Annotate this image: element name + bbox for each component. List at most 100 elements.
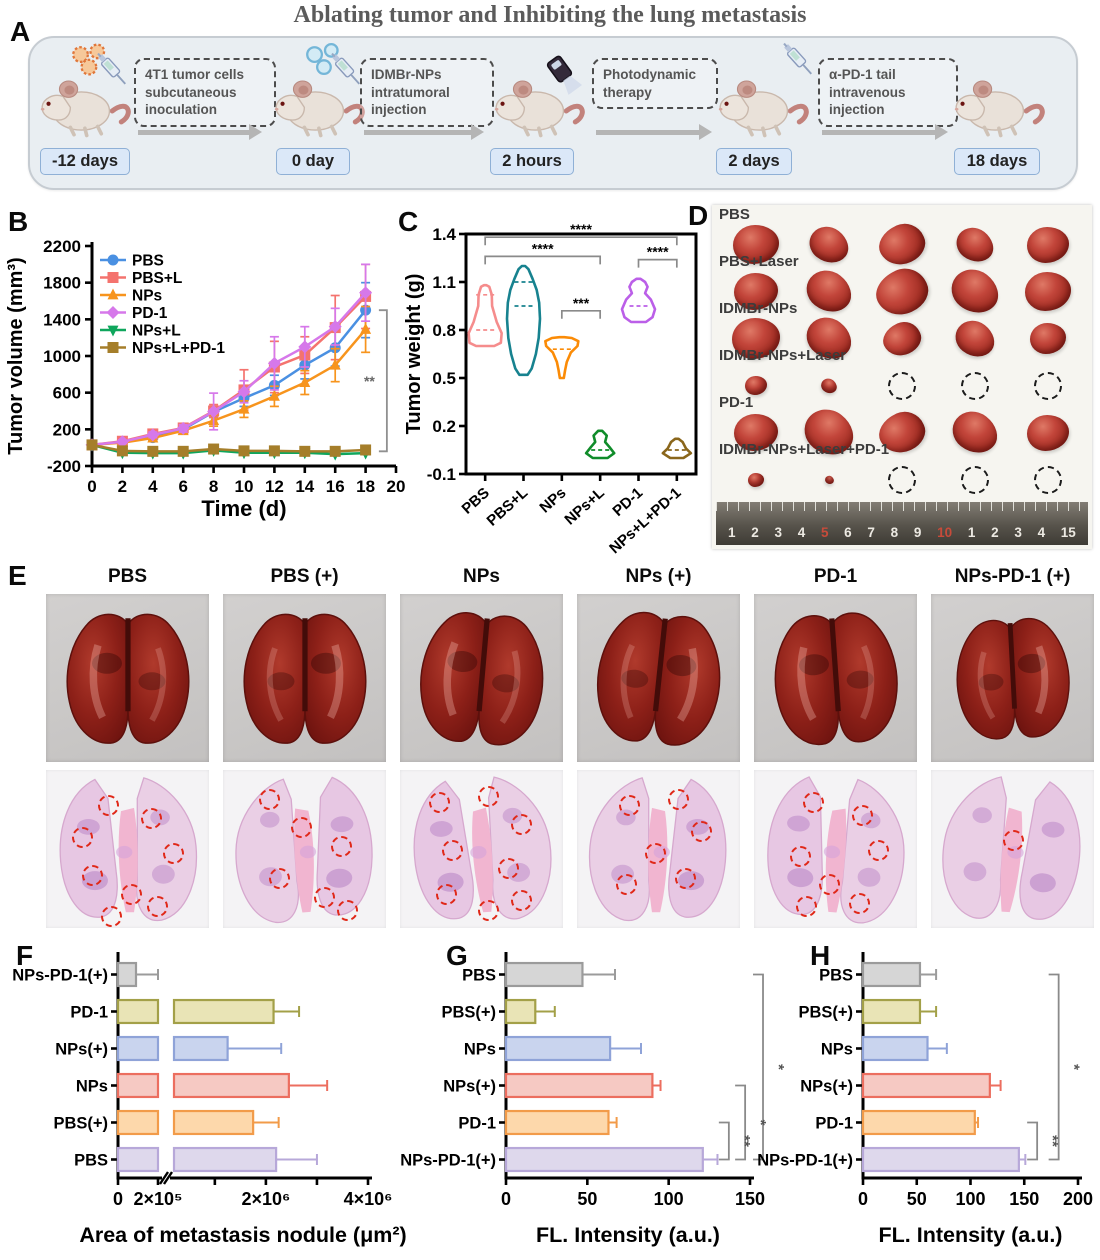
category-label: PD-1	[458, 1115, 496, 1133]
bar-PBS(+)	[504, 998, 556, 1025]
hbar-svg: 0 2×10⁵ 2×10⁶ 4×10⁶ NPs-PD-1(+) PD-1 NPs(+) NPs…	[12, 952, 407, 1247]
x-tick-label: 18	[356, 477, 375, 496]
lung-column: NPs-PD-1 (+)	[931, 566, 1094, 928]
x-category-label: NPs+L	[561, 484, 607, 528]
tumor-blob	[734, 414, 779, 451]
metastasis-nodule-circle	[314, 886, 336, 908]
x-tick-label: 12	[265, 477, 284, 496]
ruler-number: 2	[991, 525, 999, 540]
line-chart-svg: -200 200 600 1000 1400 1800 2200 0 2 4 6 8 10 12 14 16 1…	[5, 237, 406, 521]
cured-dashed-circle	[960, 371, 989, 400]
category-label: NPs	[821, 1041, 853, 1059]
metastasis-nodule-circle	[330, 836, 352, 858]
ruler-number: 15	[1060, 525, 1076, 540]
metastasis-nodule-circle	[819, 874, 841, 896]
violin-PBS+L	[505, 264, 542, 377]
metastasis-nodule-circle	[120, 883, 142, 905]
sig-bracket	[1048, 973, 1060, 1161]
tumor-row: PBS+Laser	[712, 253, 1092, 323]
metastasis-nodule-circle	[337, 899, 359, 921]
y-tick-label: 1.4	[432, 225, 456, 244]
legend-label: PD-1	[132, 305, 168, 322]
lung-photo	[46, 594, 209, 762]
he-stain-image	[577, 770, 740, 928]
arrow-icon	[364, 124, 484, 140]
tumor-row-label: PD-1	[719, 394, 754, 411]
ruler-number: 9	[913, 525, 922, 540]
legend-label: PBS	[132, 253, 164, 270]
mouse-5	[948, 64, 1048, 138]
metastasis-nodule-circle	[101, 905, 123, 927]
bar-NPs-PD-1(+)	[504, 1146, 719, 1173]
sig-bracket	[753, 973, 764, 1161]
metastasis-nodule-circle	[796, 896, 818, 918]
y-tick-label: 1000	[43, 347, 81, 366]
legend-label: PBS+L	[132, 270, 182, 287]
timepoint-3: 2 hours	[490, 148, 574, 175]
metastasis-nodule-circle	[645, 842, 667, 864]
panel-h-label: H	[810, 940, 831, 971]
category-label: PBS(+)	[53, 1115, 108, 1133]
sig-label: ***	[573, 295, 590, 311]
metastasis-nodule-circle	[72, 826, 94, 848]
x-tick-label: 4×10⁶	[344, 1189, 393, 1209]
metastasis-nodule-circle	[674, 867, 696, 889]
sig-bracket	[484, 236, 678, 246]
metastasis-nodule-circle	[691, 820, 713, 842]
panel-b-label: B	[8, 206, 29, 237]
legend-label: NPs+L+PD-1	[132, 340, 225, 357]
tumor-row: PBS	[712, 206, 1092, 272]
sig-label: ****	[647, 244, 669, 260]
lung-image	[230, 601, 380, 756]
metastasis-nodule-circle	[1002, 830, 1024, 852]
figure-title: Ablating tumor and Inhibiting the lung m…	[293, 2, 807, 28]
category-label: PBS	[74, 1152, 108, 1170]
x-tick-label: 2×10⁶	[241, 1189, 290, 1209]
metastasis-nodule-circle	[510, 814, 532, 836]
tumor-row: PD-1	[712, 394, 1092, 465]
y-tick-label: 2200	[43, 237, 81, 256]
lung-photo	[400, 594, 563, 762]
category-label: NPs	[76, 1078, 108, 1096]
ruler-number: 7	[867, 525, 875, 540]
metastasis-nodule-circle	[848, 893, 870, 915]
bar-PBS(+)	[861, 998, 938, 1025]
metastasis-nodule-circle	[668, 788, 690, 810]
x-category-label: NPs	[536, 484, 569, 516]
lung-photo	[931, 594, 1094, 762]
lung-image	[755, 596, 915, 761]
tumor-row-label: PBS+Laser	[719, 253, 799, 270]
y-tick-label: 0.8	[432, 321, 456, 340]
metastasis-nodule-circle	[619, 795, 641, 817]
violin-PBS	[467, 283, 503, 348]
lung-metastasis-panel: PBS PBS (+) NPs NPs (+) PD-1 NPs-PD-1 (+)	[46, 566, 1094, 928]
x-tick-label: 6	[178, 477, 187, 496]
lung-image	[400, 594, 563, 761]
x-tick-label: 2	[118, 477, 127, 496]
tumor-row-label: IDMBr-NPs	[719, 300, 798, 317]
bar-PD-1	[116, 998, 301, 1025]
series-PBS+L	[86, 263, 372, 451]
metastasis-nodule-circle	[478, 785, 500, 807]
x-tick-label: 16	[326, 477, 345, 496]
lung-column-label: NPs	[463, 566, 500, 587]
tumor-blob	[745, 376, 768, 395]
category-label: NPs	[464, 1041, 496, 1059]
x-tick-label: 20	[387, 477, 406, 496]
category-label: NPs(+)	[443, 1078, 496, 1096]
tumor-row: IDMBr-NPs+Laser+PD-1	[712, 441, 1092, 494]
metastasis-nodule-circle	[789, 845, 811, 867]
lung-image	[940, 603, 1085, 752]
x-tick-label: 0	[501, 1189, 511, 1209]
cured-dashed-circle	[1033, 465, 1062, 494]
bar-NPs(+)	[504, 1072, 662, 1099]
mouse-3	[488, 64, 588, 138]
category-label: PBS(+)	[798, 1004, 853, 1022]
x-tick-label: 50	[577, 1189, 597, 1209]
x-tick-label: 0	[87, 477, 96, 496]
arrow-icon	[138, 124, 262, 140]
x-tick-label: 4	[148, 477, 158, 496]
he-stain-image	[754, 770, 917, 928]
arrow-icon	[596, 124, 712, 140]
